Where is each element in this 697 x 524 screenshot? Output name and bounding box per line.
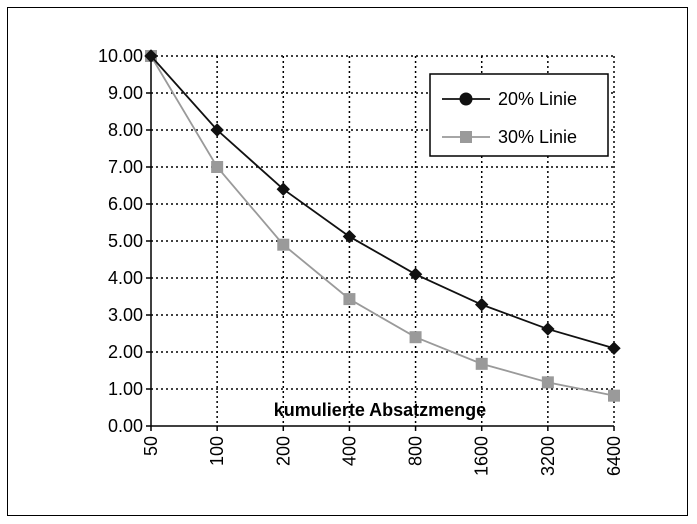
legend-box: [429, 73, 609, 157]
series: [144, 49, 621, 402]
data-point: [144, 49, 158, 63]
data-point: [408, 267, 423, 282]
y-tick-label: 3.00: [108, 305, 143, 325]
data-point: [475, 297, 489, 312]
y-tick-label: 8.00: [108, 120, 143, 140]
legend-label: 20% Linie: [498, 89, 577, 109]
legend: 20% Linie 30% Linie: [429, 73, 609, 157]
y-tick-labels: 0.00 1.00 2.00 3.00 4.00 5.00 6.00 7.00 8.00 9.00…: [98, 46, 143, 436]
y-tick-label: 2.00: [108, 342, 143, 362]
x-tick-label: 3200: [538, 436, 558, 476]
data-point: [541, 376, 554, 389]
series-line: [150, 55, 615, 397]
x-tick-label: 400: [339, 436, 359, 466]
x-tick-label: 1600: [472, 436, 492, 476]
y-tick-label: 4.00: [108, 268, 143, 288]
data-point: [276, 182, 290, 196]
x-tick-label: 50: [141, 436, 161, 456]
data-point: [607, 341, 621, 356]
series-line: [150, 55, 615, 350]
x-tick-label: 6400: [604, 436, 624, 476]
legend-marker: [459, 92, 473, 106]
x-tick-label: 200: [273, 436, 293, 466]
x-tick-labels: 50 100 200 400 800 1600 3200 6400: [141, 436, 624, 476]
legend-marker: [460, 131, 472, 143]
y-tick-label: 7.00: [108, 157, 143, 177]
y-tick-label: 1.00: [108, 379, 143, 399]
data-point: [342, 229, 357, 244]
data-point: [210, 123, 224, 137]
data-point: [343, 293, 356, 306]
x-axis-label: kumulierte Absatzmenge: [274, 400, 486, 420]
data-point: [475, 357, 488, 370]
y-tick-label: 5.00: [108, 231, 143, 251]
data-point: [211, 161, 224, 173]
y-tick-label: 6.00: [108, 194, 143, 214]
x-tick-label: 800: [406, 436, 426, 466]
y-tick-label: 9.00: [108, 83, 143, 103]
y-tick-label: 10.00: [98, 46, 143, 66]
data-point: [541, 322, 555, 336]
x-tick-label: 100: [207, 436, 227, 466]
data-point: [608, 389, 620, 402]
legend-label: 30% Linie: [498, 127, 577, 147]
y-tick-label: 0.00: [108, 416, 143, 436]
data-point: [277, 238, 290, 251]
axes: [146, 55, 615, 431]
data-point: [409, 331, 422, 344]
